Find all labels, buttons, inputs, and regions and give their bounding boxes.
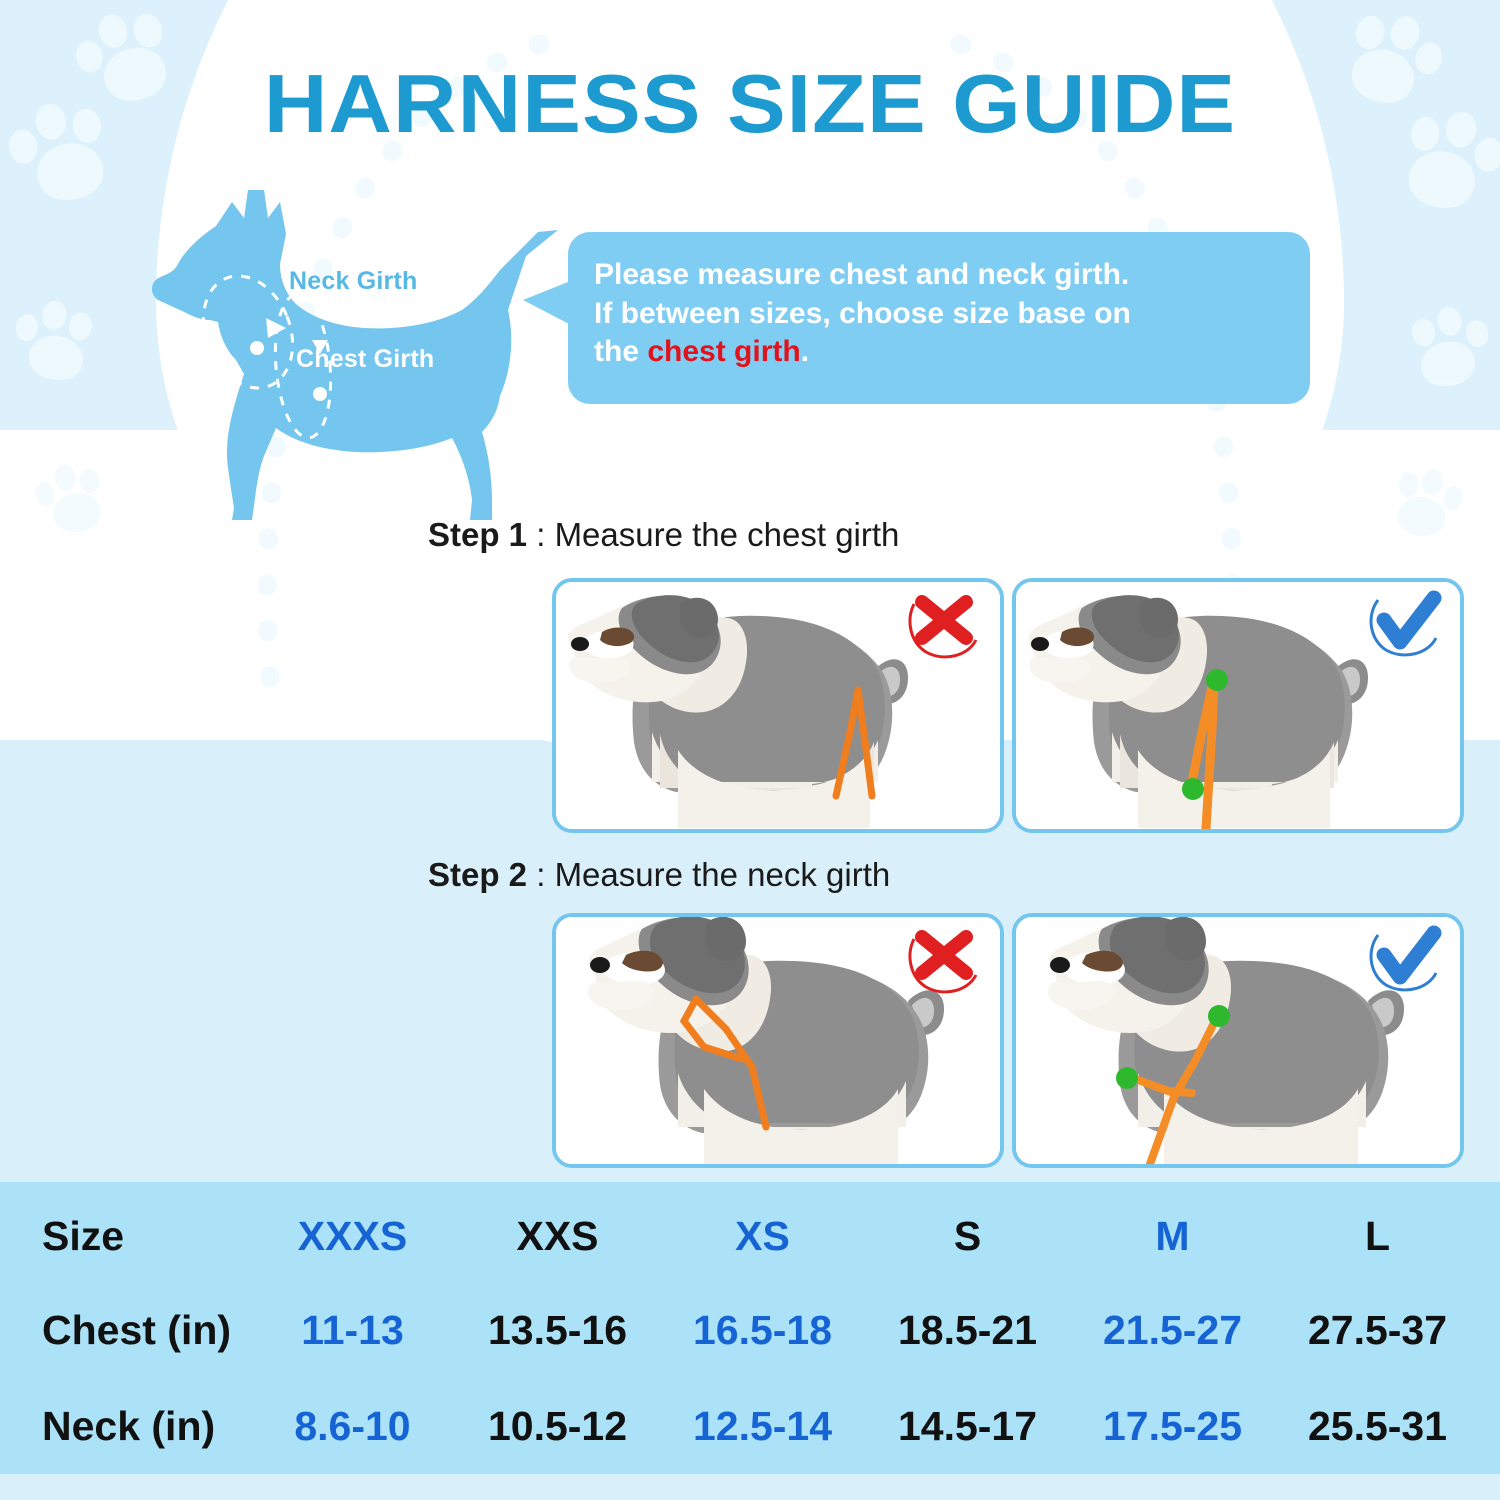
step-1-separator: : — [527, 516, 555, 553]
chest-point-dot — [313, 387, 327, 401]
chest-cell: 13.5-16 — [487, 1307, 628, 1353]
neck-cell: 10.5-12 — [487, 1403, 628, 1449]
neck-cell: 8.6-10 — [294, 1403, 411, 1449]
size-cell: XXXS — [297, 1213, 408, 1259]
dotted-arc-left — [257, 34, 550, 720]
step-1-number: Step 1 — [428, 516, 528, 553]
size-cell: L — [1364, 1213, 1391, 1259]
step-1-heading: Step 1 : Measure the chest girth — [428, 516, 899, 554]
size-table-band — [0, 1182, 1500, 1474]
dog-photo — [556, 582, 1000, 829]
callout-highlight: chest girth — [647, 335, 801, 369]
red-cross-icon — [908, 930, 978, 994]
paw-print-icon — [8, 293, 111, 389]
step-2-number: Step 2 — [428, 856, 528, 893]
neck-cell: 12.5-14 — [692, 1403, 833, 1449]
dog-photo — [556, 917, 1000, 1164]
size-cell: XS — [735, 1213, 790, 1259]
table-row: Neck (in) 8.6-10 10.5-12 12.5-14 14.5-17… — [0, 1378, 1500, 1475]
chest-girth-label: Chest Girth — [296, 345, 435, 373]
table-row: Size XXXS XXS XS S M L — [0, 1188, 1500, 1285]
neck-cell: 14.5-17 — [897, 1403, 1038, 1449]
neck-girth-label: Neck Girth — [289, 267, 418, 295]
callout-tail — [523, 280, 573, 326]
row-label: Chest (in) — [42, 1307, 232, 1353]
dog-diagram: Neck Girth Chest Girth — [140, 160, 570, 525]
size-table: Size XXXS XXS XS S M L Chest (in) 11-13 … — [0, 1182, 1500, 1474]
step-1-text: Measure the chest girth — [554, 516, 900, 553]
blue-check-icon — [1369, 590, 1442, 657]
size-cell: XXS — [516, 1213, 599, 1259]
dog-photo — [1016, 582, 1460, 829]
neck-point-dot — [250, 341, 264, 355]
red-cross-icon — [908, 595, 978, 659]
neck-cell: 25.5-31 — [1307, 1403, 1448, 1449]
step-1-wrong-photo-card — [552, 578, 1004, 833]
step-2-correct-photo-card — [1012, 913, 1464, 1168]
chest-cell: 11-13 — [301, 1307, 404, 1353]
dog-photo — [1016, 917, 1460, 1164]
page-title: HARNESS SIZE GUIDE — [263, 57, 1237, 150]
measurement-callout: Please measure chest and neck girth. If … — [568, 232, 1310, 404]
paw-print-icon — [1380, 462, 1465, 542]
size-cell: S — [953, 1213, 982, 1259]
paw-print-icon — [32, 458, 117, 538]
step-2-wrong-photo-card — [552, 913, 1004, 1168]
callout-line-1: Please measure chest and neck girth. — [594, 258, 1130, 291]
measure-point-dot — [1182, 778, 1204, 800]
step-2-heading: Step 2 : Measure the neck girth — [428, 856, 890, 894]
callout-line-2: If between sizes, choose size base on — [594, 296, 1131, 330]
neck-arrow-icon — [266, 318, 286, 338]
measure-point-dot — [1116, 1067, 1138, 1089]
table-row: Chest (in) 11-13 13.5-16 16.5-18 18.5-21… — [0, 1282, 1500, 1379]
blue-check-icon — [1369, 925, 1442, 992]
chest-cell: 16.5-18 — [692, 1307, 833, 1353]
chest-arrow-icon — [312, 340, 328, 354]
callout-line-3-prefix: the — [594, 335, 648, 369]
chest-girth-dashed-ellipse — [273, 292, 333, 440]
step-1-correct-photo-card — [1012, 578, 1464, 833]
dog-silhouette-icon — [151, 190, 559, 520]
chest-cell: 21.5-27 — [1102, 1307, 1243, 1353]
step-2-separator: : — [527, 856, 555, 893]
background-band-footer — [0, 1474, 1500, 1500]
neck-cell: 17.5-25 — [1102, 1403, 1243, 1449]
measure-point-dot — [1206, 669, 1228, 691]
size-cell: M — [1155, 1213, 1190, 1259]
row-label: Neck (in) — [42, 1403, 216, 1449]
row-label: Size — [42, 1213, 125, 1259]
chest-cell: 27.5-37 — [1307, 1307, 1448, 1353]
chest-cell: 18.5-21 — [897, 1307, 1038, 1353]
callout-line-3-suffix: . — [800, 335, 810, 369]
step-2-text: Measure the neck girth — [554, 856, 891, 893]
measure-point-dot — [1208, 1005, 1230, 1027]
paw-print-icon — [1394, 299, 1497, 395]
